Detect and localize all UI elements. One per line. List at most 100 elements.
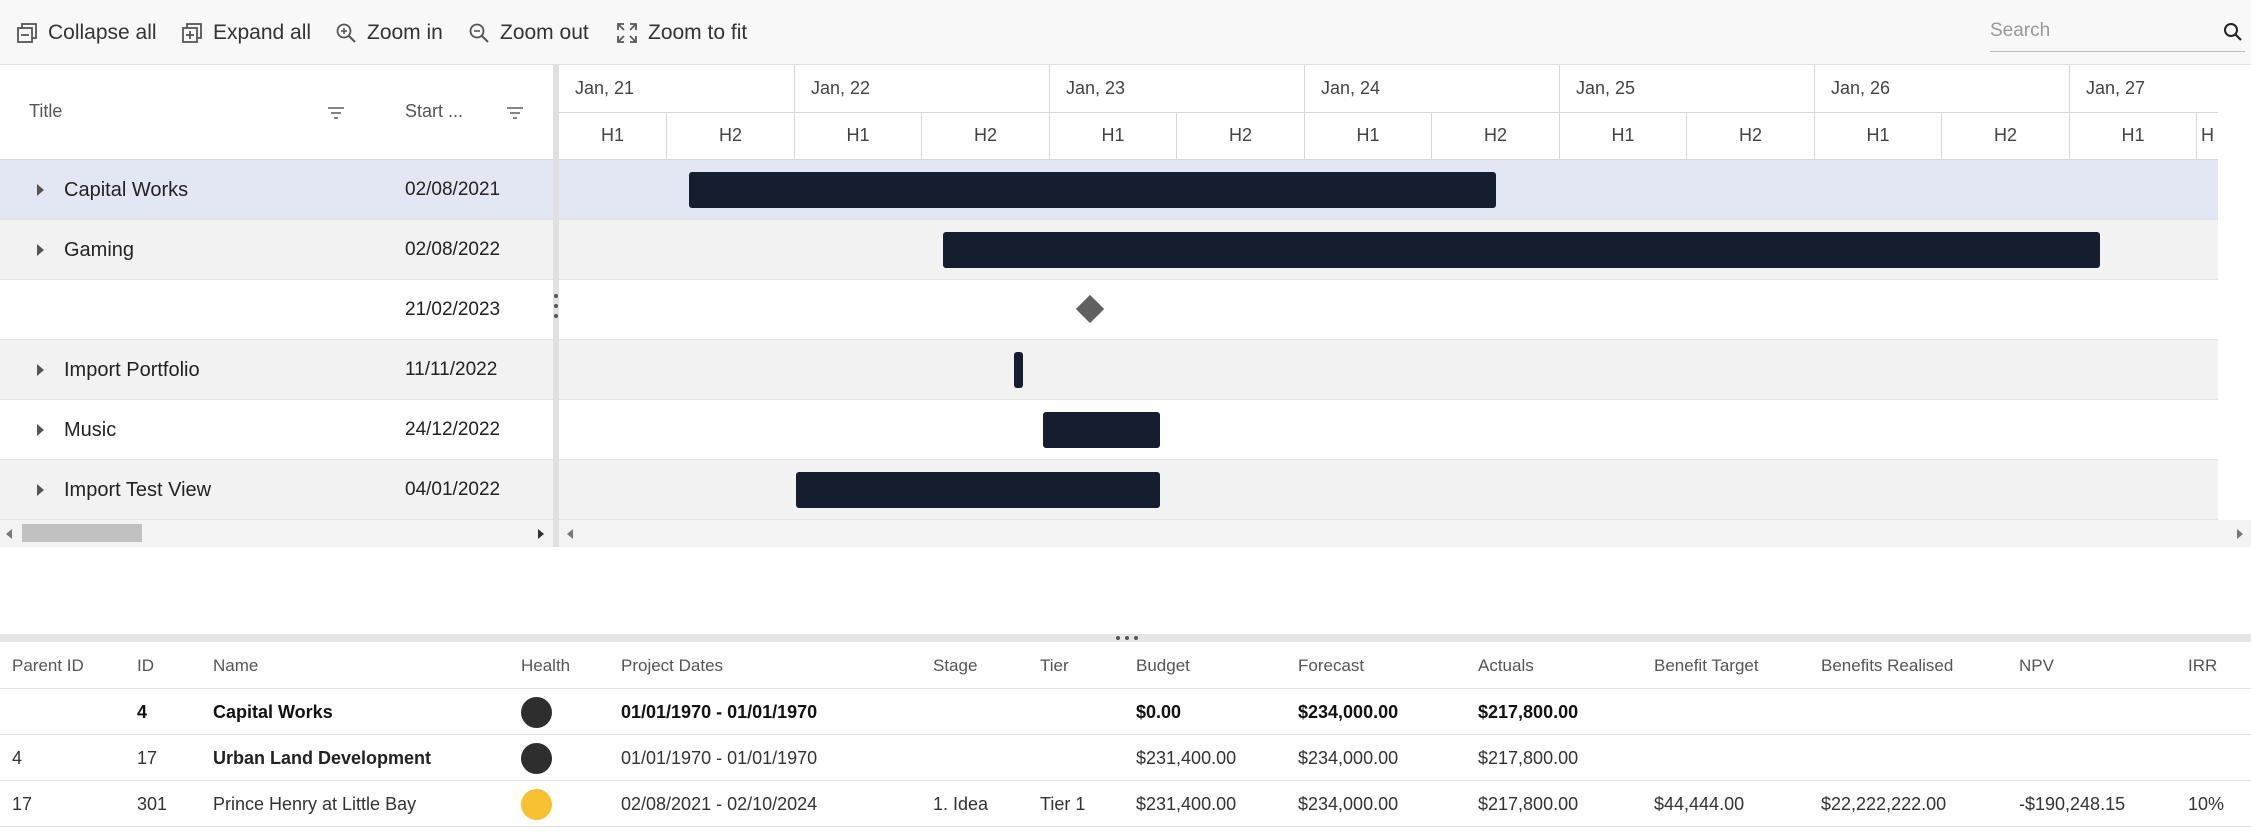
cell-forecast: $234,000.00 bbox=[1298, 748, 1399, 768]
search-input[interactable] bbox=[1990, 12, 2210, 50]
expand-caret-icon[interactable] bbox=[37, 184, 44, 196]
task-title: Capital Works bbox=[64, 179, 189, 201]
task-row[interactable]: Import Portfolio 11/11/2022 bbox=[0, 340, 553, 400]
cell-dates: 01/01/1970 - 01/01/1970 bbox=[621, 748, 818, 768]
task-start-date: 24/12/2022 bbox=[405, 419, 501, 440]
column-header-forecast[interactable]: Forecast bbox=[1298, 656, 1365, 675]
scrollbar-thumb[interactable] bbox=[22, 524, 142, 542]
health-indicator-icon bbox=[521, 789, 552, 820]
task-title: Import Portfolio bbox=[64, 359, 200, 381]
zoom-in-icon bbox=[336, 23, 356, 43]
health-indicator-icon bbox=[521, 697, 552, 728]
timeline-half-label: H2 bbox=[1176, 113, 1304, 160]
column-header-irr[interactable]: IRR bbox=[2188, 656, 2218, 675]
timeline-scroll-left-icon[interactable] bbox=[567, 529, 573, 539]
column-header-name[interactable]: Name bbox=[213, 656, 259, 675]
timeline-year-label: Jan, 24 bbox=[1304, 65, 1559, 113]
column-header-actuals[interactable]: Actuals bbox=[1478, 656, 1534, 675]
zoom-out-button[interactable]: Zoom out bbox=[468, 18, 589, 48]
scroll-left-icon[interactable] bbox=[6, 529, 12, 539]
column-header-health[interactable]: Health bbox=[521, 656, 571, 675]
gantt-task-bar[interactable] bbox=[1043, 412, 1160, 448]
expand-all-button[interactable]: Expand all bbox=[181, 18, 311, 48]
zoom-to-fit-icon bbox=[617, 23, 637, 43]
task-row[interactable]: Capital Works 02/08/2021 bbox=[0, 160, 553, 220]
timeline-year-label: Jan, 23 bbox=[1049, 65, 1304, 113]
column-header-dates[interactable]: Project Dates bbox=[621, 656, 724, 675]
column-header-tier[interactable]: Tier bbox=[1040, 656, 1069, 675]
cell-irr: 10% bbox=[2188, 794, 2225, 814]
task-row[interactable]: Music 24/12/2022 bbox=[0, 400, 553, 460]
column-header-parent-id[interactable]: Parent ID bbox=[12, 656, 84, 675]
timeline-row bbox=[559, 160, 2218, 220]
timeline-half-label: H1 bbox=[600, 125, 624, 145]
start-filter-icon[interactable] bbox=[506, 106, 524, 120]
search-icon[interactable] bbox=[2223, 22, 2243, 42]
task-start-date: 02/08/2022 bbox=[405, 239, 501, 260]
timeline-horizontal-scrollbar[interactable] bbox=[559, 520, 2251, 547]
timeline-row bbox=[559, 220, 2218, 280]
cell-stage: 1. Idea bbox=[933, 794, 989, 814]
expand-caret-icon[interactable] bbox=[37, 484, 44, 496]
expand-all-icon bbox=[182, 23, 202, 43]
cell-id: 4 bbox=[137, 702, 148, 722]
health-indicator-icon bbox=[521, 743, 552, 774]
timeline-half-label: H1 bbox=[1814, 113, 1941, 160]
timeline-gutter bbox=[2218, 65, 2251, 520]
column-header-benefits-realised[interactable]: Benefits Realised bbox=[1821, 656, 1954, 675]
cell-npv: -$190,248.15 bbox=[2019, 794, 2126, 814]
cell-actuals: $217,800.00 bbox=[1478, 702, 1579, 722]
splitter-handle-icon[interactable] bbox=[553, 294, 559, 318]
column-header-benefit-target[interactable]: Benefit Target bbox=[1654, 656, 1759, 675]
table-row[interactable]: 4 Capital Works 01/01/1970 - 01/01/1970 $0.… bbox=[0, 689, 2251, 735]
cell-dates: 01/01/1970 - 01/01/1970 bbox=[621, 702, 818, 722]
timeline-year-label: Jan, 25 bbox=[1559, 65, 1814, 113]
zoom-to-fit-button[interactable]: Zoom to fit bbox=[616, 18, 747, 48]
zoom-in-button[interactable]: Zoom in bbox=[335, 18, 443, 48]
task-start-date: 02/08/2021 bbox=[405, 179, 501, 200]
cell-budget: $0.00 bbox=[1136, 702, 1182, 722]
gantt-milestone[interactable] bbox=[1075, 294, 1105, 324]
zoom-out-label: Zoom out bbox=[500, 21, 589, 44]
scroll-right-icon[interactable] bbox=[538, 529, 544, 539]
column-header-stage[interactable]: Stage bbox=[933, 656, 978, 675]
timeline-scroll-right-icon[interactable] bbox=[2237, 529, 2243, 539]
cell-forecast: $234,000.00 bbox=[1298, 702, 1399, 722]
timeline-half-label: H2 bbox=[921, 113, 1049, 160]
task-grid-header: Title Start ... bbox=[0, 65, 553, 160]
task-row[interactable]: Import Test View 04/01/2022 bbox=[0, 460, 553, 520]
table-row[interactable]: 17 301 Prince Henry at Little Bay 02/08/202… bbox=[0, 781, 2251, 827]
task-title: Gaming bbox=[64, 239, 135, 261]
pane-resize-handle-icon[interactable] bbox=[1116, 636, 1138, 640]
expand-caret-icon[interactable] bbox=[37, 424, 44, 436]
cell-dates: 02/08/2021 - 02/10/2024 bbox=[621, 794, 818, 814]
column-header-start[interactable]: Start ... bbox=[405, 101, 464, 121]
timeline-half-label: H2 bbox=[1686, 113, 1814, 160]
gantt-task-bar[interactable] bbox=[689, 172, 1496, 208]
gantt-task-bar[interactable] bbox=[943, 232, 2100, 268]
grid-horizontal-scrollbar[interactable] bbox=[0, 520, 553, 547]
column-header-id[interactable]: ID bbox=[137, 656, 154, 675]
column-header-budget[interactable]: Budget bbox=[1136, 656, 1190, 675]
cell-name: Capital Works bbox=[213, 702, 333, 722]
timeline-row bbox=[559, 460, 2218, 520]
cell-budget: $231,400.00 bbox=[1136, 748, 1237, 768]
cell-actuals: $217,800.00 bbox=[1478, 794, 1579, 814]
timeline-year-label: Jan, 21 bbox=[575, 78, 635, 98]
task-row[interactable]: Gaming 02/08/2022 bbox=[0, 220, 553, 280]
column-header-title[interactable]: Title bbox=[29, 101, 63, 121]
gantt-task-bar[interactable] bbox=[1014, 352, 1023, 388]
expand-caret-icon[interactable] bbox=[37, 364, 44, 376]
cell-actuals: $217,800.00 bbox=[1478, 748, 1579, 768]
cell-parent-id: 4 bbox=[12, 748, 23, 768]
task-row[interactable]: 21/02/2023 bbox=[0, 280, 553, 340]
timeline-year-label: Jan, 27 bbox=[2069, 65, 2218, 113]
cell-benefits-realised: $22,222,222.00 bbox=[1821, 794, 1947, 814]
expand-all-label: Expand all bbox=[213, 21, 312, 44]
table-row[interactable]: 4 17 Urban Land Development 01/01/1970 - 01… bbox=[0, 735, 2251, 781]
gantt-task-bar[interactable] bbox=[796, 472, 1160, 508]
expand-caret-icon[interactable] bbox=[37, 244, 44, 256]
collapse-all-button[interactable]: Collapse all bbox=[16, 18, 157, 48]
title-filter-icon[interactable] bbox=[327, 106, 345, 120]
column-header-npv[interactable]: NPV bbox=[2019, 656, 2054, 675]
